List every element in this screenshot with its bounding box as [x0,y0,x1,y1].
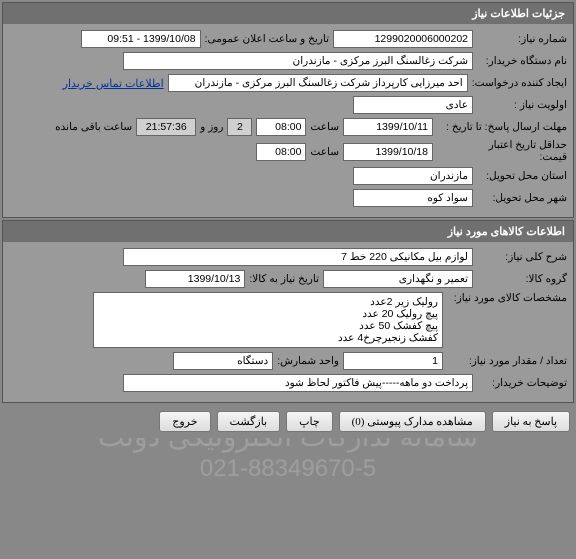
request-number-field: 1299020006000202 [333,30,473,48]
remaining-label: ساعت باقی مانده [55,121,132,133]
deadline-time-field: 08:00 [256,118,306,136]
attachments-button[interactable]: مشاهده مدارک پیوستی (0) [339,411,486,432]
announce-value-field: 1399/10/08 - 09:51 [81,30,201,48]
buyer-org-label: نام دستگاه خریدار: [477,55,567,67]
days-label: روز و [200,121,223,133]
buyer-notes-label: توضیحات خریدار: [477,377,567,389]
group-label: گروه کالا: [477,273,567,285]
province-field: مازندران [353,167,473,185]
exit-button[interactable]: خروج [159,411,210,432]
announce-label: تاریخ و ساعت اعلان عمومی: [205,33,329,45]
contact-buyer-link[interactable]: اطلاعات تماس خریدار [63,77,164,90]
qty-label: تعداد / مقدار مورد نیاز: [447,355,567,367]
request-details-panel: جزئیات اطلاعات نیاز شماره نیاز: 12990200… [2,2,574,218]
creator-label: ایجاد کننده درخواست: [472,77,567,89]
action-buttons-row: پاسخ به نیاز مشاهده مدارک پیوستی (0) چاپ… [0,405,576,438]
panel1-header: جزئیات اطلاعات نیاز [3,3,573,24]
need-date-label: تاریخ نیاز به کالا: [249,273,319,285]
main-desc-label: شرح کلی نیاز: [477,251,567,263]
group-field: تعمیر و نگهداری [323,270,473,288]
min-validity-date-field: 1399/10/18 [343,143,433,161]
goods-info-panel: اطلاعات کالاهای مورد نیاز شرح کلی نیاز: … [2,220,574,403]
specs-field: رولیک زیر 2عدد پیچ رولیک 20 عدد پیچ کفشک… [93,292,443,348]
buyer-org-field: شرکت زغالسنگ البرز مرکزی - مازندران [123,52,473,70]
days-value-field: 2 [227,118,252,136]
specs-label: مشخصات کالای مورد نیاز: [447,292,567,304]
main-desc-field: لوازم بیل مکانیکی 220 خط 7 [123,248,473,266]
request-number-label: شماره نیاز: [477,33,567,45]
unit-label: واحد شمارش: [277,355,339,367]
panel2-header: اطلاعات کالاهای مورد نیاز [3,221,573,242]
watermark-phone: 021-88349670-5 [200,455,376,483]
deadline-date-field: 1399/10/11 [343,118,433,136]
time-label-2: ساعت [310,146,339,158]
time-label-1: ساعت [310,121,339,133]
unit-field: دستگاه [173,352,273,370]
city-field: سواد کوه [353,189,473,207]
countdown-field: 21:57:36 [136,118,196,136]
need-date-field: 1399/10/13 [145,270,245,288]
min-validity-label: حداقل تاریخ اعتبار قیمت: [437,140,567,163]
back-button[interactable]: بازگشت [217,411,281,432]
min-validity-time-field: 08:00 [256,143,306,161]
priority-field: عادی [353,96,473,114]
creator-field: احد میرزایی کارپرداز شرکت زغالسنگ البرز … [168,74,468,92]
province-label: استان محل تحویل: [477,170,567,182]
respond-button[interactable]: پاسخ به نیاز [492,411,570,432]
qty-field: 1 [343,352,443,370]
deadline-label: مهلت ارسال پاسخ: تا تاریخ : [437,121,567,133]
priority-label: اولویت نیاز : [477,99,567,111]
buyer-notes-field: پرداخت دو ماهه-----پیش فاکتور لحاظ شود [123,374,473,392]
city-label: شهر محل تحویل: [477,192,567,204]
print-button[interactable]: چاپ [286,411,333,432]
